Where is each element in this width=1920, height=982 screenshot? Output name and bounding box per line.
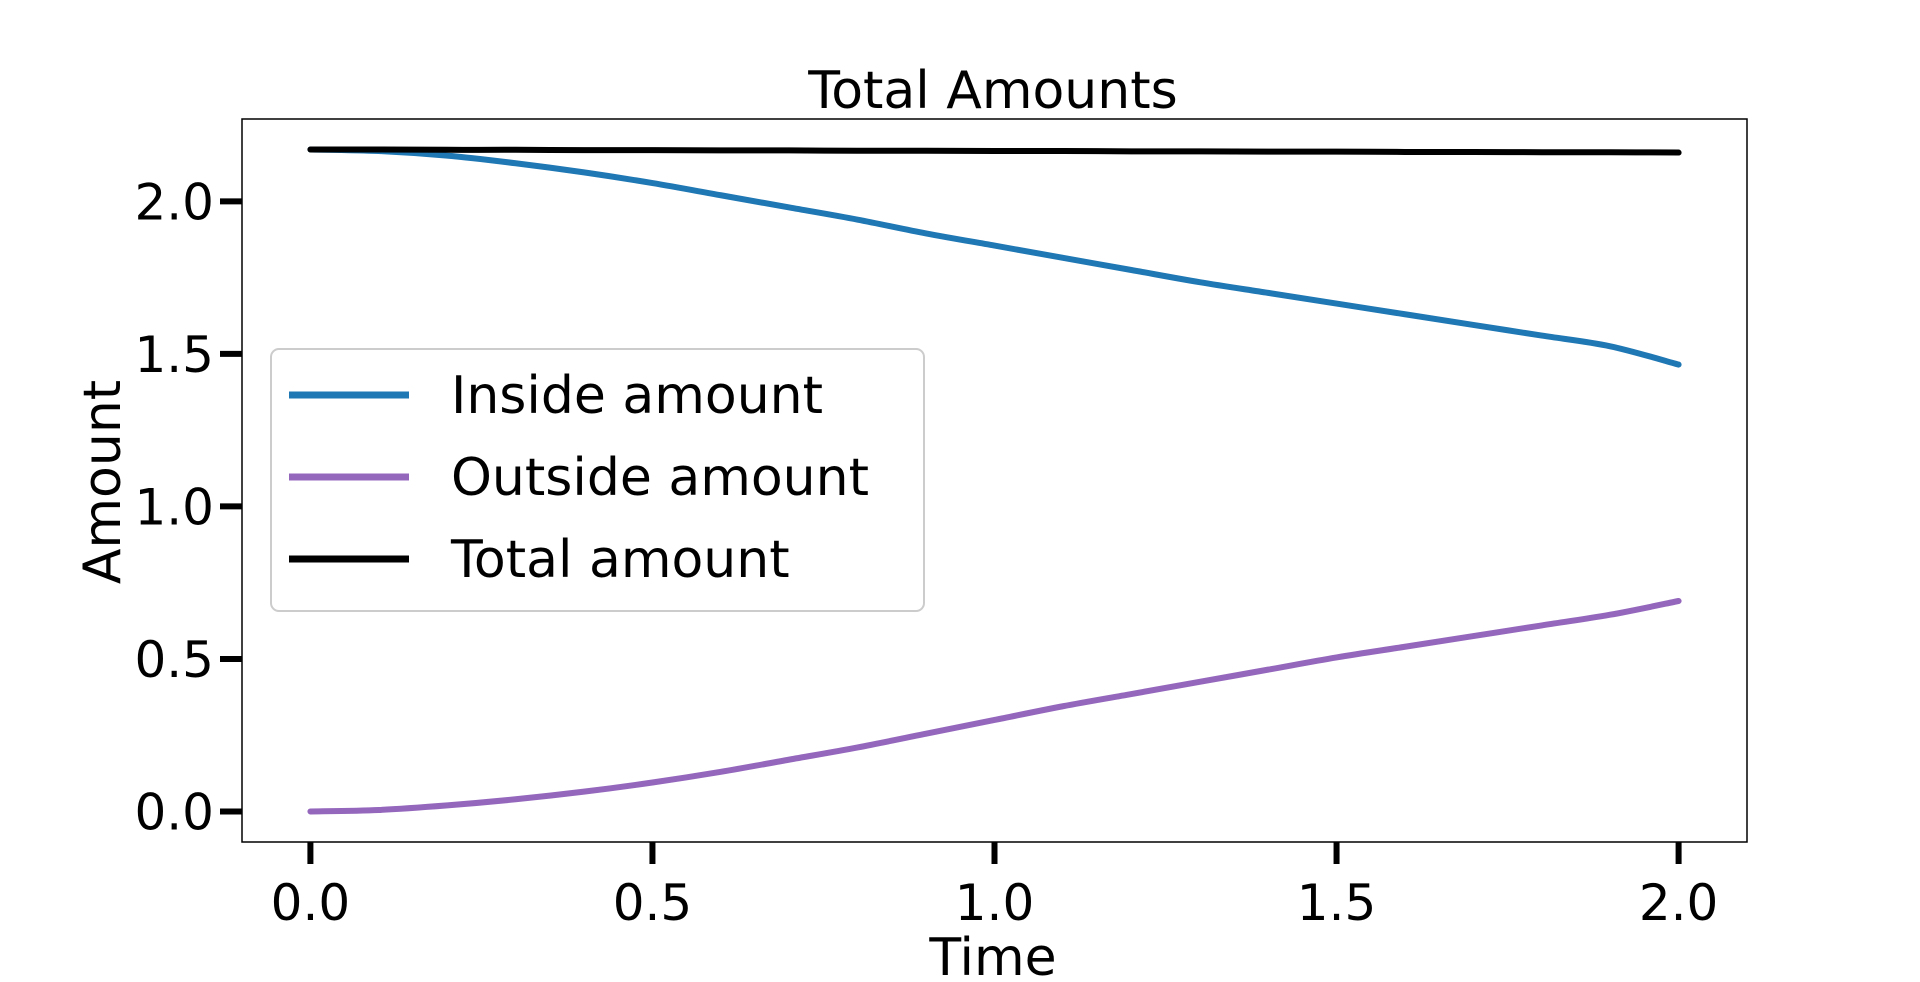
x-axis-label: Time [928, 928, 1056, 982]
y-tick-label: 1.5 [134, 326, 214, 384]
y-axis-label: Amount [73, 380, 133, 584]
legend-entry-inside-amount: Inside amount [451, 366, 823, 426]
series-line-inside-amount [307, 146, 1682, 368]
x-tick-label: 0.0 [271, 874, 351, 932]
legend-entry-outside-amount: Outside amount [451, 448, 869, 508]
chart-title: Total Amounts [807, 61, 1177, 121]
y-tick-label: 2.0 [134, 173, 214, 231]
y-axis: 0.0 0.5 1.0 1.5 2.0 [134, 173, 242, 841]
series-lines [307, 146, 1682, 815]
y-tick-label: 0.0 [134, 783, 214, 841]
x-tick-label: 1.5 [1297, 874, 1377, 932]
legend: Inside amount Outside amount Total amount [270, 348, 925, 612]
x-tick-label: 2.0 [1639, 874, 1719, 932]
legend-entry-total-amount: Total amount [450, 530, 790, 590]
x-tick-label: 0.5 [613, 874, 693, 932]
x-tick-label: 1.0 [955, 874, 1035, 932]
series-line-outside-amount [307, 598, 1682, 815]
legend-box [270, 348, 925, 612]
y-tick-label: 0.5 [134, 631, 214, 689]
y-tick-label: 1.0 [134, 478, 214, 536]
x-axis: 0.0 0.5 1.0 1.5 2.0 [271, 842, 1719, 932]
series-line-total-amount [307, 146, 1682, 156]
